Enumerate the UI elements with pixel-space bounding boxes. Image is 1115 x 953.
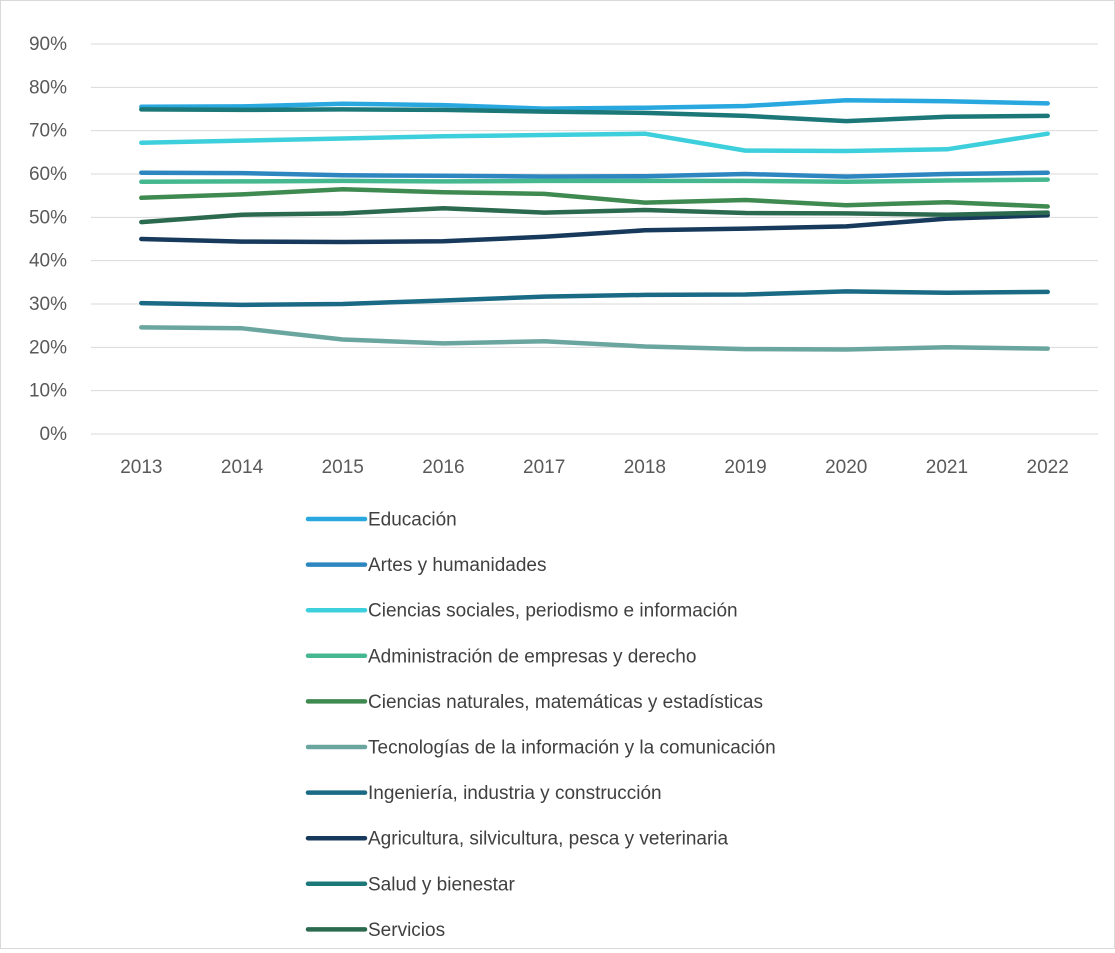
legend-item: Artes y humanidades <box>305 555 547 576</box>
series-line <box>139 177 1050 185</box>
y-tick-label: 90% <box>29 34 67 55</box>
legend-item: Tecnologías de la información y la comun… <box>305 738 776 759</box>
series-line <box>139 98 1050 111</box>
y-tick-label: 50% <box>29 207 67 228</box>
y-tick-label: 10% <box>29 381 67 402</box>
x-axis-ticks: 2013 2014 2015 2016 2017 2018 2019 2020 2021 2022 <box>120 457 1069 478</box>
y-tick-label: 80% <box>29 77 67 98</box>
series-lines <box>139 98 1050 352</box>
x-tick-label: 2013 <box>120 457 162 478</box>
y-tick-label: 60% <box>29 164 67 185</box>
legend-label: Agricultura, silvicultura, pesca y veter… <box>368 829 729 850</box>
x-tick-label: 2022 <box>1027 457 1069 478</box>
x-tick-label: 2017 <box>523 457 565 478</box>
legend-label: Tecnologías de la información y la comun… <box>368 738 776 759</box>
series-line <box>139 325 1050 352</box>
y-tick-label: 70% <box>29 121 67 142</box>
legend-label: Ciencias naturales, matemáticas y estadí… <box>368 692 763 713</box>
y-tick-label: 0% <box>40 424 68 445</box>
legend-label: Artes y humanidades <box>368 555 547 576</box>
legend-label: Ingeniería, industria y construcción <box>368 783 662 804</box>
series-line <box>139 212 1050 245</box>
y-tick-label: 30% <box>29 294 67 315</box>
x-tick-label: 2019 <box>724 457 766 478</box>
legend-label: Administración de empresas y derecho <box>368 646 696 667</box>
y-tick-label: 20% <box>29 337 67 358</box>
x-tick-label: 2018 <box>624 457 666 478</box>
legend-label: Ciencias sociales, periodismo e informac… <box>368 601 738 622</box>
legend-item: Administración de empresas y derecho <box>305 646 696 667</box>
x-tick-label: 2021 <box>926 457 968 478</box>
series-line <box>139 131 1050 154</box>
series-line <box>139 170 1050 179</box>
x-tick-label: 2016 <box>422 457 464 478</box>
legend-item: Ciencias sociales, periodismo e informac… <box>305 601 738 622</box>
legend-item: Salud y bienestar <box>305 874 515 895</box>
series-line <box>139 289 1050 308</box>
legend-label: Salud y bienestar <box>368 874 515 895</box>
legend-item: Agricultura, silvicultura, pesca y veter… <box>305 829 729 850</box>
legend-item: Servicios <box>305 920 445 941</box>
legend-item: Ingeniería, industria y construcción <box>305 783 662 804</box>
legend-item: Educación <box>305 510 457 531</box>
series-line <box>139 107 1050 124</box>
legend-label: Servicios <box>368 920 445 941</box>
series-line <box>139 186 1050 209</box>
legend-label: Educación <box>368 510 457 531</box>
series-line <box>139 205 1050 225</box>
x-tick-label: 2014 <box>221 457 264 478</box>
y-tick-label: 40% <box>29 251 67 272</box>
legend-item: Ciencias naturales, matemáticas y estadí… <box>305 692 763 713</box>
x-tick-label: 2015 <box>322 457 364 478</box>
x-tick-label: 2020 <box>825 457 867 478</box>
legend: Educación Artes y humanidades Ciencias soc… <box>305 510 776 941</box>
y-axis-ticks: 0% 10% 20% 30% 40% 50% 60% 70% 80% 90% <box>29 34 67 445</box>
